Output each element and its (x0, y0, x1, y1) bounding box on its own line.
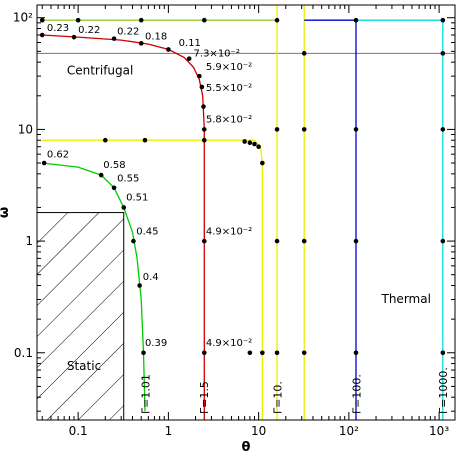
point-label: 0.55 (117, 174, 139, 185)
data-point (142, 137, 148, 143)
data-point (121, 205, 127, 210)
point-label: 0.18 (145, 31, 167, 42)
x-tick-label: 1 (165, 424, 173, 438)
point-label: 0.22 (117, 26, 139, 37)
data-point (201, 127, 207, 132)
curve-label: Γ=100. (350, 374, 363, 414)
data-point (201, 137, 207, 143)
data-point (440, 127, 446, 132)
data-point (440, 350, 446, 356)
data-point (138, 41, 144, 46)
x-tick-label: 10 (251, 424, 266, 438)
static-hatched-region (36, 212, 125, 421)
data-point (138, 17, 144, 23)
data-point (41, 160, 47, 166)
data-point (137, 283, 142, 288)
y-tick-label: 0.1 (14, 346, 33, 360)
data-point (111, 185, 117, 191)
y-tick-label: 10 (18, 122, 33, 136)
point-label: 0.51 (126, 193, 148, 204)
data-point (98, 172, 104, 178)
data-point (256, 144, 261, 150)
data-point (301, 51, 307, 56)
data-point (301, 350, 307, 356)
curve-label: Γ=1.01 (139, 374, 152, 414)
hatched-region (36, 212, 125, 421)
data-point (111, 36, 117, 41)
point-label: 0.11 (179, 38, 201, 49)
data-point (201, 104, 206, 109)
data-point (39, 32, 45, 38)
data-point (186, 56, 192, 61)
data-point (353, 350, 359, 356)
data-point (196, 73, 202, 79)
x-tick-label: 10² (339, 424, 359, 438)
data-point (199, 84, 205, 90)
data-point (260, 160, 265, 166)
region-label: Centrifugal (67, 64, 133, 78)
data-point (252, 141, 257, 147)
data-point (131, 238, 136, 244)
point-label: 5.9×10⁻² (206, 62, 252, 73)
plot-frame (36, 4, 456, 421)
point-label: 5.5×10⁻² (206, 83, 252, 94)
point-label: 0.39 (145, 338, 167, 349)
data-point (247, 350, 253, 356)
data-point (103, 137, 108, 143)
point-label: 0.23 (47, 23, 69, 34)
data-point (274, 17, 280, 23)
data-point (274, 350, 280, 356)
data-point (260, 350, 265, 356)
y-tick-label: 1 (25, 234, 33, 248)
data-point (201, 17, 207, 23)
point-label: 0.22 (78, 25, 100, 36)
point-label: 0.45 (136, 226, 158, 237)
data-point (39, 17, 45, 23)
data-point (247, 140, 253, 146)
markers (39, 17, 446, 356)
curve-label: Γ=10. (271, 381, 284, 414)
y-tick-label: 10² (13, 11, 33, 25)
x-tick-label: 10³ (429, 424, 449, 438)
data-point (166, 47, 171, 52)
curves (37, 5, 455, 420)
curve-label: Γ=1.5 (198, 381, 211, 414)
data-point (440, 17, 446, 23)
data-point (141, 350, 146, 356)
data-point (201, 238, 207, 244)
data-point (353, 17, 359, 23)
point-label: 0.58 (103, 160, 125, 171)
y-axis-title: ω (0, 207, 12, 218)
data-point (242, 139, 247, 144)
annotations: 0.111010²10³0.111010²θω0.620.580.550.510… (0, 11, 450, 452)
data-point (353, 238, 359, 244)
point-label: 0.62 (47, 150, 69, 161)
point-label: 5.8×10⁻² (206, 115, 252, 126)
point-label: 0.4 (143, 272, 159, 283)
data-point (301, 238, 307, 244)
data-point (353, 127, 359, 132)
data-point (440, 238, 446, 244)
point-label: 4.9×10⁻² (206, 338, 252, 349)
data-point (274, 238, 280, 244)
data-point (440, 51, 446, 56)
point-label: 4.9×10⁻² (206, 226, 252, 237)
data-point (75, 17, 81, 23)
x-tick-label: 0.1 (69, 424, 88, 438)
curve-label: Γ=1000. (437, 367, 450, 414)
region-label: Static (67, 359, 101, 373)
point-label: 7.3×10⁻² (194, 48, 240, 59)
data-point (301, 127, 307, 132)
region-label: Thermal (381, 292, 431, 306)
data-point (274, 127, 280, 132)
data-point (201, 350, 207, 356)
x-axis-title: θ (242, 440, 251, 452)
series-line (42, 162, 146, 412)
axes-frame (36, 4, 456, 421)
data-point (71, 34, 77, 40)
